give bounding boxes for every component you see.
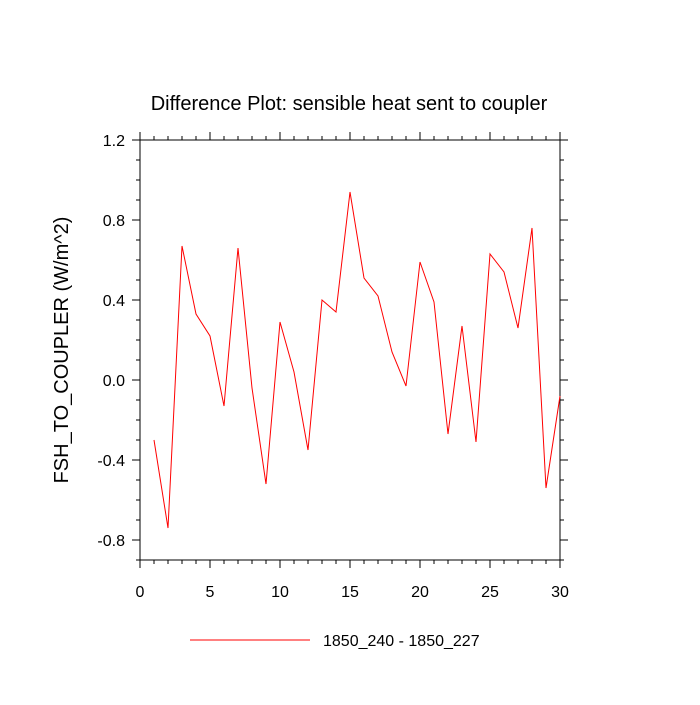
chart-title: Difference Plot: sensible heat sent to c… (151, 93, 548, 115)
major-ticks (132, 132, 568, 568)
x-tick-label: 25 (481, 584, 499, 601)
legend-label: 1850_240 - 1850_227 (323, 633, 480, 650)
y-tick-label: -0.4 (97, 453, 125, 470)
y-tick-label: 0.0 (103, 373, 125, 390)
y-axis-label: FSH_TO_COUPLER (W/m^2) (51, 217, 73, 484)
minor-ticks (136, 136, 564, 564)
x-tick-label: 30 (551, 584, 569, 601)
plot-frame (139, 139, 561, 561)
x-tick-label: 20 (411, 584, 429, 601)
y-tick-label: 0.4 (103, 293, 125, 310)
tick-labels: 0 5 10 15 20 25 30 -0.8 -0.4 0.0 0.4 0.8 1.2 (97, 133, 569, 601)
x-tick-label: 0 (136, 584, 145, 601)
x-tick-label: 15 (341, 584, 359, 601)
series-group (153, 191, 561, 529)
x-tick-label: 5 (206, 584, 215, 601)
y-tick-label: 0.8 (103, 213, 125, 230)
y-tick-label: -0.8 (97, 533, 125, 550)
y-tick-label: 1.2 (103, 133, 125, 150)
legend: 1850_240 - 1850_227 (190, 633, 480, 650)
x-tick-label: 10 (271, 584, 289, 601)
series-line (153, 191, 561, 529)
